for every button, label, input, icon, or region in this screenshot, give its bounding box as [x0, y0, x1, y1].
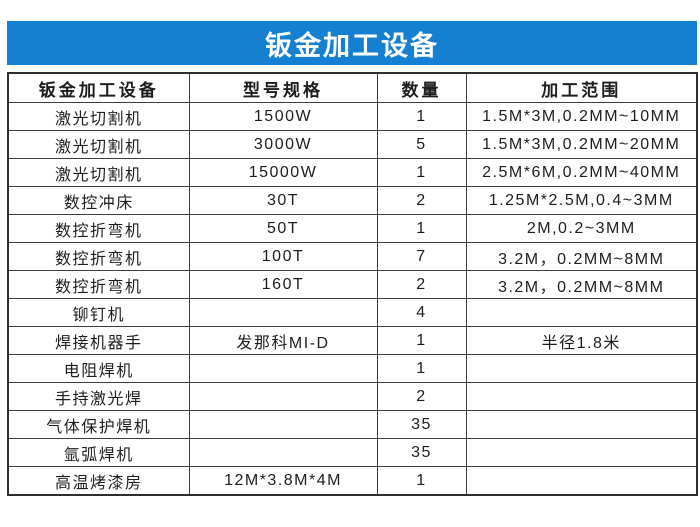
cell-equipment: 激光切割机	[7, 102, 190, 131]
cell-model: 发那科MI-D	[188, 326, 378, 355]
cell-equipment: 激光切割机	[7, 158, 190, 187]
cell-model: 1500W	[188, 102, 378, 131]
cell-range	[465, 298, 698, 327]
header-row: 钣金加工设备 型号规格 数量 加工范围	[7, 72, 698, 103]
cell-equipment: 数控折弯机	[7, 214, 190, 243]
cell-range: 1.25M*2.5M,0.4~3MM	[465, 186, 698, 215]
cell-quantity: 2	[376, 186, 467, 215]
cell-model: 12M*3.8M*4M	[188, 466, 378, 496]
cell-equipment: 电阻焊机	[7, 354, 190, 383]
column-header-quantity: 数量	[376, 72, 467, 103]
table-row: 激光切割机 3000W 5 1.5M*3M,0.2MM~20MM	[7, 130, 698, 159]
table-row: 气体保护焊机 35	[7, 410, 698, 439]
cell-equipment: 焊接机器手	[7, 326, 190, 355]
cell-equipment: 氩弧焊机	[7, 438, 190, 467]
table-row: 氩弧焊机 35	[7, 438, 698, 467]
cell-model	[188, 382, 378, 411]
cell-model: 15000W	[188, 158, 378, 187]
cell-model: 30T	[188, 186, 378, 215]
cell-quantity: 2	[376, 382, 467, 411]
cell-quantity: 1	[376, 214, 467, 243]
cell-equipment: 气体保护焊机	[7, 410, 190, 439]
cell-model: 160T	[188, 270, 378, 299]
cell-equipment: 铆钉机	[7, 298, 190, 327]
equipment-table: 钣金加工设备 型号规格 数量 加工范围 激光切割机 1500W 1 1.5M*3M,0…	[7, 72, 698, 496]
table-row: 手持激光焊 2	[7, 382, 698, 411]
cell-quantity: 1	[376, 466, 467, 496]
cell-range: 1.5M*3M,0.2MM~10MM	[465, 102, 698, 131]
cell-quantity: 35	[376, 438, 467, 467]
cell-equipment: 数控折弯机	[7, 242, 190, 271]
column-header-model: 型号规格	[188, 72, 378, 103]
cell-range: 3.2M，0.2MM~8MM	[465, 242, 698, 271]
cell-equipment: 数控冲床	[7, 186, 190, 215]
cell-range: 3.2M，0.2MM~8MM	[465, 270, 698, 299]
cell-quantity: 2	[376, 270, 467, 299]
column-header-equipment: 钣金加工设备	[7, 72, 190, 103]
cell-model	[188, 354, 378, 383]
table-header: 钣金加工设备 型号规格 数量 加工范围	[7, 72, 698, 103]
page-title: 钣金加工设备	[265, 30, 439, 61]
cell-range	[465, 438, 698, 467]
cell-equipment: 高温烤漆房	[7, 466, 190, 496]
column-header-range: 加工范围	[465, 72, 698, 103]
cell-range	[465, 410, 698, 439]
table-row: 数控冲床 30T 2 1.25M*2.5M,0.4~3MM	[7, 186, 698, 215]
cell-range: 1.5M*3M,0.2MM~20MM	[465, 130, 698, 159]
cell-range: 半径1.8米	[465, 326, 698, 355]
table-row: 高温烤漆房 12M*3.8M*4M 1	[7, 466, 698, 496]
table-row: 焊接机器手 发那科MI-D 1 半径1.8米	[7, 326, 698, 355]
cell-range	[465, 354, 698, 383]
cell-quantity: 7	[376, 242, 467, 271]
cell-quantity: 4	[376, 298, 467, 327]
title-banner: 钣金加工设备	[7, 21, 697, 65]
cell-model: 3000W	[188, 130, 378, 159]
cell-model	[188, 410, 378, 439]
cell-model	[188, 298, 378, 327]
cell-quantity: 35	[376, 410, 467, 439]
cell-range	[465, 466, 698, 496]
table-row: 数控折弯机 50T 1 2M,0.2~3MM	[7, 214, 698, 243]
cell-equipment: 手持激光焊	[7, 382, 190, 411]
cell-quantity: 1	[376, 158, 467, 187]
cell-range	[465, 382, 698, 411]
cell-quantity: 1	[376, 354, 467, 383]
cell-quantity: 1	[376, 102, 467, 131]
cell-quantity: 5	[376, 130, 467, 159]
cell-quantity: 1	[376, 326, 467, 355]
table-row: 激光切割机 15000W 1 2.5M*6M,0.2MM~40MM	[7, 158, 698, 187]
cell-range: 2.5M*6M,0.2MM~40MM	[465, 158, 698, 187]
table-body: 激光切割机 1500W 1 1.5M*3M,0.2MM~10MM 激光切割机 3000W 5…	[7, 102, 698, 496]
cell-equipment: 数控折弯机	[7, 270, 190, 299]
cell-model	[188, 438, 378, 467]
cell-model: 50T	[188, 214, 378, 243]
table-row: 铆钉机 4	[7, 298, 698, 327]
table-row: 数控折弯机 100T 7 3.2M，0.2MM~8MM	[7, 242, 698, 271]
table-row: 电阻焊机 1	[7, 354, 698, 383]
table-row: 数控折弯机 160T 2 3.2M，0.2MM~8MM	[7, 270, 698, 299]
cell-model: 100T	[188, 242, 378, 271]
table-row: 激光切割机 1500W 1 1.5M*3M,0.2MM~10MM	[7, 102, 698, 131]
cell-equipment: 激光切割机	[7, 130, 190, 159]
cell-range: 2M,0.2~3MM	[465, 214, 698, 243]
